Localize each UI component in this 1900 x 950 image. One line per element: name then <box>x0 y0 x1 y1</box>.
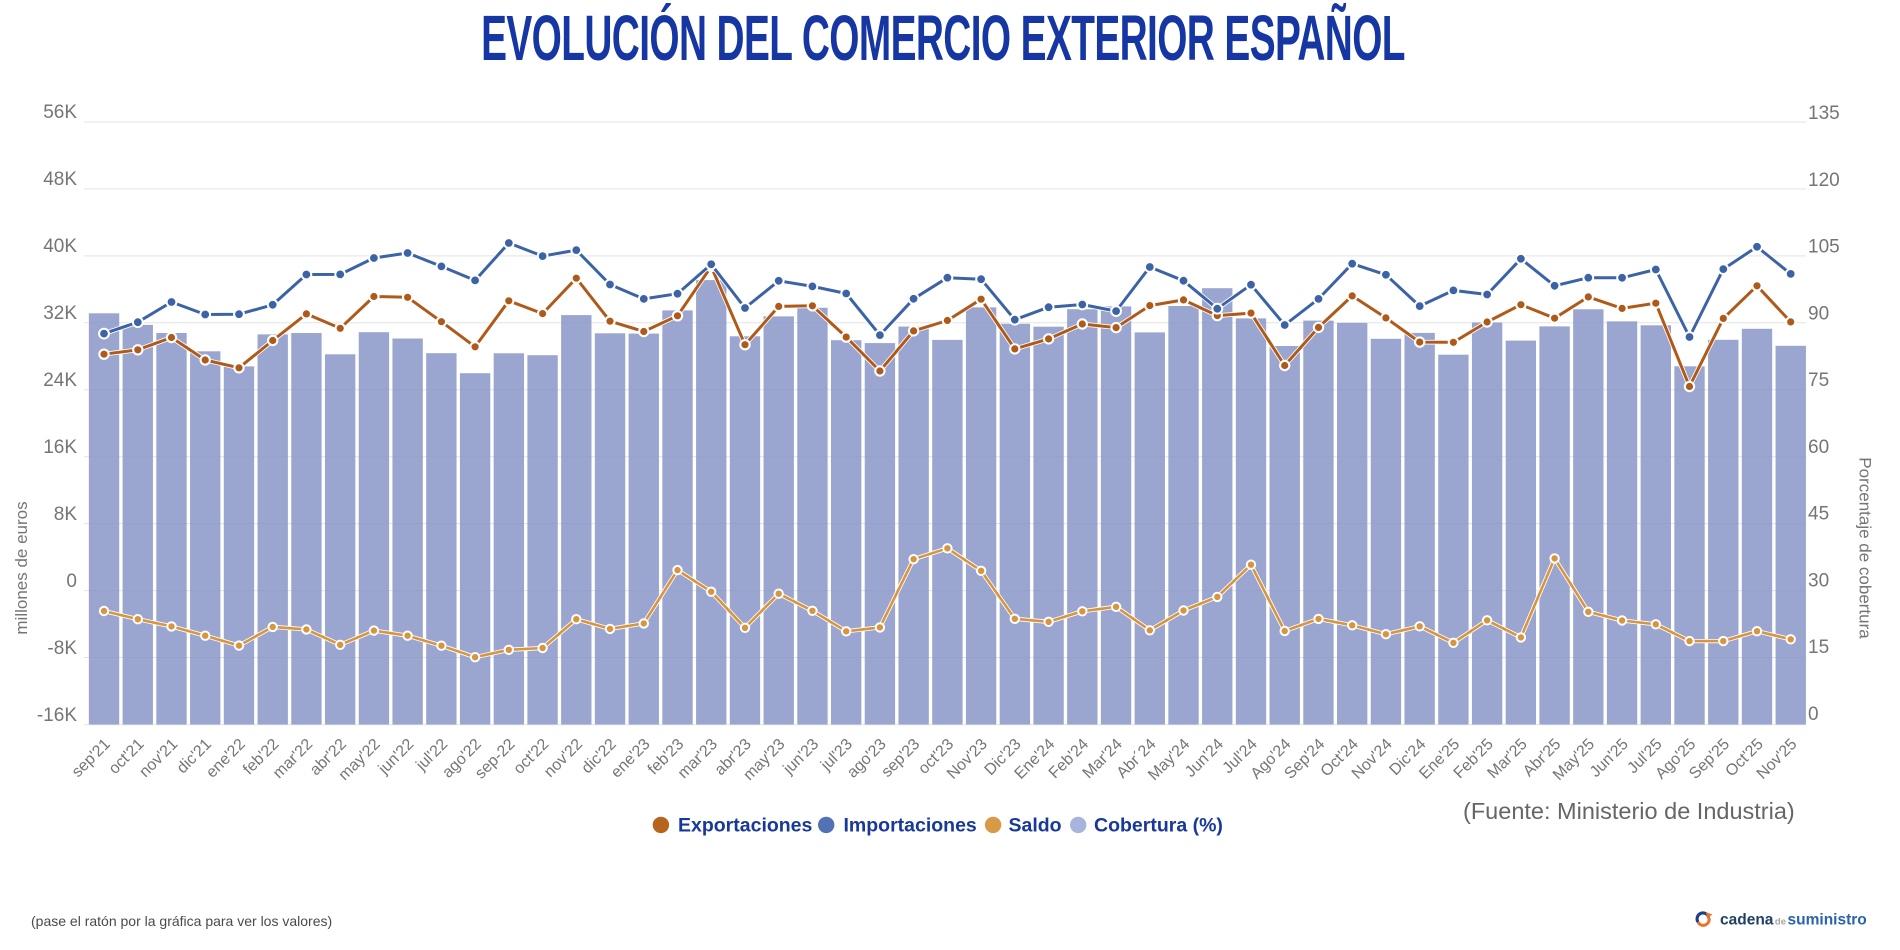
svg-text:jun'22: jun'22 <box>375 736 418 779</box>
svg-text:48K: 48K <box>43 169 77 190</box>
svg-text:ene'23: ene'23 <box>608 736 654 782</box>
svg-text:Jun'25: Jun'25 <box>1587 736 1632 781</box>
svg-text:(pase el ratón por la gráfica: (pase el ratón por la gráfica para ver l… <box>31 913 332 929</box>
svg-text:105: 105 <box>1808 237 1840 258</box>
svg-text:45: 45 <box>1808 504 1829 525</box>
svg-text:60: 60 <box>1808 437 1829 458</box>
svg-text:sep'21: sep'21 <box>69 736 114 781</box>
svg-text:135: 135 <box>1808 103 1840 124</box>
svg-text:Exportaciones: Exportaciones <box>678 815 813 837</box>
svg-text:16K: 16K <box>43 437 77 458</box>
svg-text:Saldo: Saldo <box>1009 815 1062 837</box>
svg-text:Cobertura (%): Cobertura (%) <box>1094 815 1223 837</box>
svg-text:0: 0 <box>1808 704 1819 725</box>
svg-text:8K: 8K <box>54 504 78 525</box>
svg-text:40K: 40K <box>43 236 77 257</box>
svg-text:millones de euros: millones de euros <box>12 501 31 634</box>
svg-text:nov'22: nov'22 <box>541 736 586 781</box>
svg-text:56K: 56K <box>43 102 77 123</box>
svg-text:30: 30 <box>1808 570 1829 591</box>
svg-text:ene'22: ene'22 <box>203 736 249 782</box>
svg-text:jun'23: jun'23 <box>780 736 823 779</box>
svg-text:(Fuente: Ministerio de Industr: (Fuente: Ministerio de Industria) <box>1463 798 1795 824</box>
svg-text:Jun'24: Jun'24 <box>1182 736 1227 781</box>
svg-text:sep'23: sep'23 <box>878 736 923 781</box>
svg-text:75: 75 <box>1808 370 1829 391</box>
svg-text:32K: 32K <box>43 303 77 324</box>
svg-text:Porcentaje de cobertura: Porcentaje de cobertura <box>1856 457 1875 639</box>
svg-text:-8K: -8K <box>47 638 77 659</box>
svg-text:120: 120 <box>1808 170 1840 191</box>
svg-text:nov'21: nov'21 <box>136 736 181 781</box>
svg-text:15: 15 <box>1808 637 1829 658</box>
svg-text:24K: 24K <box>43 370 77 391</box>
svg-text:Importaciones: Importaciones <box>844 815 977 837</box>
svg-text:-16K: -16K <box>37 705 77 726</box>
svg-text:90: 90 <box>1808 303 1829 324</box>
svg-text:0: 0 <box>66 571 77 592</box>
